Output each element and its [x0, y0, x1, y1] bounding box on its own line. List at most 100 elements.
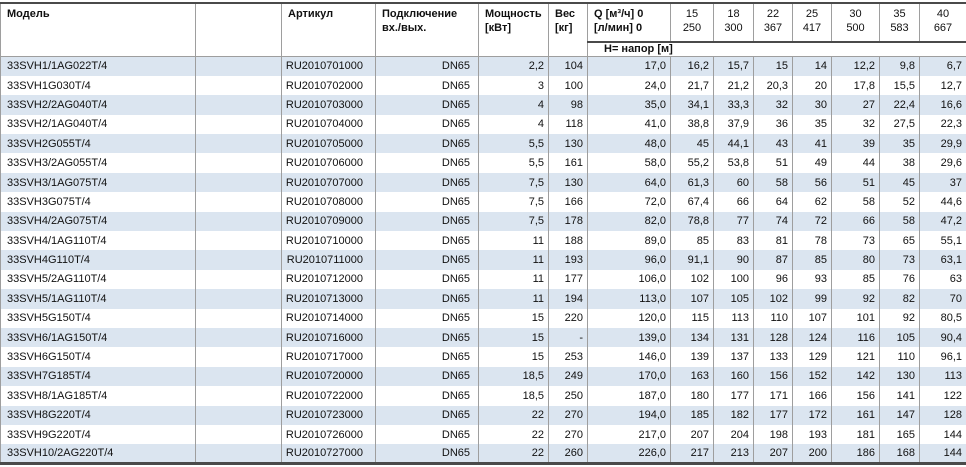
cell-head-4: 129 [792, 347, 832, 367]
cell-weight: 194 [548, 289, 588, 309]
cell-weight: - [548, 327, 588, 348]
flow-m3h: 40 [936, 8, 950, 20]
cell-connection: DN65 [375, 250, 479, 270]
cell-head-5: 161 [831, 405, 880, 425]
cell-head-7: 22,3 [919, 114, 966, 135]
cell-spacer [195, 192, 282, 212]
cell-article: RU2010705000 [281, 134, 376, 154]
cell-head-6: 92 [879, 308, 920, 328]
flow-m3h: 22 [766, 8, 780, 20]
weight-label-line2: [кг] [555, 21, 573, 34]
cell-connection: DN65 [375, 231, 479, 251]
cell-head-0: 96,0 [587, 250, 671, 270]
cell-weight: 193 [548, 250, 588, 270]
cell-article: RU2010702000 [281, 75, 376, 96]
cell-power: 3 [478, 75, 549, 96]
cell-model: 33SVH10/2AG220T/4 [0, 444, 196, 464]
cell-head-3: 32 [753, 95, 793, 115]
flow-m3h: 15 [685, 8, 699, 20]
col-header-flow-25: 25 417 [792, 3, 832, 42]
power-label-line1: Мощность [485, 8, 542, 20]
flow-lmin: 583 [890, 21, 909, 34]
cell-head-2: 77 [713, 211, 754, 232]
cell-article: RU2010711000 [281, 250, 376, 270]
cell-power: 15 [478, 347, 549, 367]
cell-head-6: 22,4 [879, 95, 920, 115]
cell-head-5: 121 [831, 347, 880, 367]
table-row: 33SVH8/1AG185T/4 RU2010722000 DN65 18,5 250 1… [0, 386, 966, 406]
cell-article: RU2010712000 [281, 269, 376, 290]
cell-head-0: 187,0 [587, 386, 671, 406]
cell-head-1: 67,4 [670, 192, 714, 212]
table-row: 33SVH6G150T/4 RU2010717000 DN65 15 253 146,0 1… [0, 347, 966, 367]
cell-power: 4 [478, 114, 549, 135]
cell-head-2: 204 [713, 424, 754, 445]
cell-connection: DN65 [375, 386, 479, 406]
cell-head-3: 133 [753, 347, 793, 367]
cell-head-2: 177 [713, 386, 754, 406]
cell-connection: DN65 [375, 424, 479, 445]
col-header-connection: Подключение вх./вых. [375, 3, 479, 57]
table-row: 33SVH4G110T/4 RU2010711000 DN65 11 193 96,0 91… [0, 250, 966, 270]
cell-head-0: 120,0 [587, 308, 671, 328]
cell-model: 33SVH8/1AG185T/4 [0, 386, 196, 406]
cell-head-1: 78,8 [670, 211, 714, 232]
table-row: 33SVH7G185T/4 RU2010720000 DN65 18,5 249 170,… [0, 366, 966, 387]
cell-head-4: 166 [792, 386, 832, 406]
col-header-article: Артикул [281, 3, 376, 57]
cell-head-0: 48,0 [587, 134, 671, 154]
cell-head-2: 37,9 [713, 114, 754, 135]
cell-weight: 104 [548, 56, 588, 76]
cell-head-2: 90 [713, 250, 754, 270]
cell-head-6: 168 [879, 444, 920, 464]
cell-power: 7,5 [478, 172, 549, 193]
cell-head-4: 78 [792, 231, 832, 251]
table-row: 33SVH5/1AG110T/4 RU2010713000 DN65 11 194 113… [0, 289, 966, 309]
col-header-flow-30: 30 500 [831, 3, 880, 42]
cell-article: RU2010710000 [281, 231, 376, 251]
cell-head-5: 85 [831, 269, 880, 290]
cell-head-7: 47,2 [919, 211, 966, 232]
cell-weight: 100 [548, 75, 588, 96]
cell-article: RU2010703000 [281, 95, 376, 115]
cell-head-4: 93 [792, 269, 832, 290]
cell-head-2: 66 [713, 192, 754, 212]
table-row: 33SVH5/2AG110T/4 RU2010712000 DN65 11 177 106… [0, 269, 966, 290]
cell-head-4: 200 [792, 444, 832, 464]
cell-head-0: 139,0 [587, 327, 671, 348]
cell-head-3: 110 [753, 308, 793, 328]
cell-head-3: 58 [753, 172, 793, 193]
cell-spacer [195, 153, 282, 173]
cell-head-4: 99 [792, 289, 832, 309]
table-row: 33SVH2/1AG040T/4 RU2010704000 DN65 4 118 41,0… [0, 114, 966, 135]
col-header-power: Мощность [кВт] [478, 3, 549, 57]
cell-weight: 188 [548, 231, 588, 251]
cell-head-0: 82,0 [587, 211, 671, 232]
cell-head-5: 181 [831, 424, 880, 445]
table-row: 33SVH8G220T/4 RU2010723000 DN65 22 270 194,0 1… [0, 405, 966, 425]
cell-head-1: 102 [670, 269, 714, 290]
cell-spacer [195, 308, 282, 328]
cell-connection: DN65 [375, 211, 479, 232]
cell-head-5: 12,2 [831, 56, 880, 76]
cell-head-3: 156 [753, 366, 793, 387]
cell-power: 15 [478, 308, 549, 328]
flow-lmin: 300 [724, 21, 743, 34]
cell-weight: 98 [548, 95, 588, 115]
cell-head-3: 96 [753, 269, 793, 290]
cell-head-5: 186 [831, 444, 880, 464]
cell-head-3: 198 [753, 424, 793, 445]
cell-article: RU2010708000 [281, 192, 376, 212]
cell-weight: 166 [548, 192, 588, 212]
cell-head-7: 96,1 [919, 347, 966, 367]
table-row: 33SVH1/1AG022T/4 RU2010701000 DN65 2,2 104 17… [0, 56, 966, 76]
header-row-main: Модель Артикул Подключение вх./вых. Мощн… [0, 3, 966, 57]
cell-head-3: 51 [753, 153, 793, 173]
cell-spacer [195, 95, 282, 115]
cell-connection: DN65 [375, 347, 479, 367]
cell-head-7: 29,6 [919, 153, 966, 173]
cell-head-5: 80 [831, 250, 880, 270]
cell-head-5: 27 [831, 95, 880, 115]
cell-head-7: 55,1 [919, 231, 966, 251]
